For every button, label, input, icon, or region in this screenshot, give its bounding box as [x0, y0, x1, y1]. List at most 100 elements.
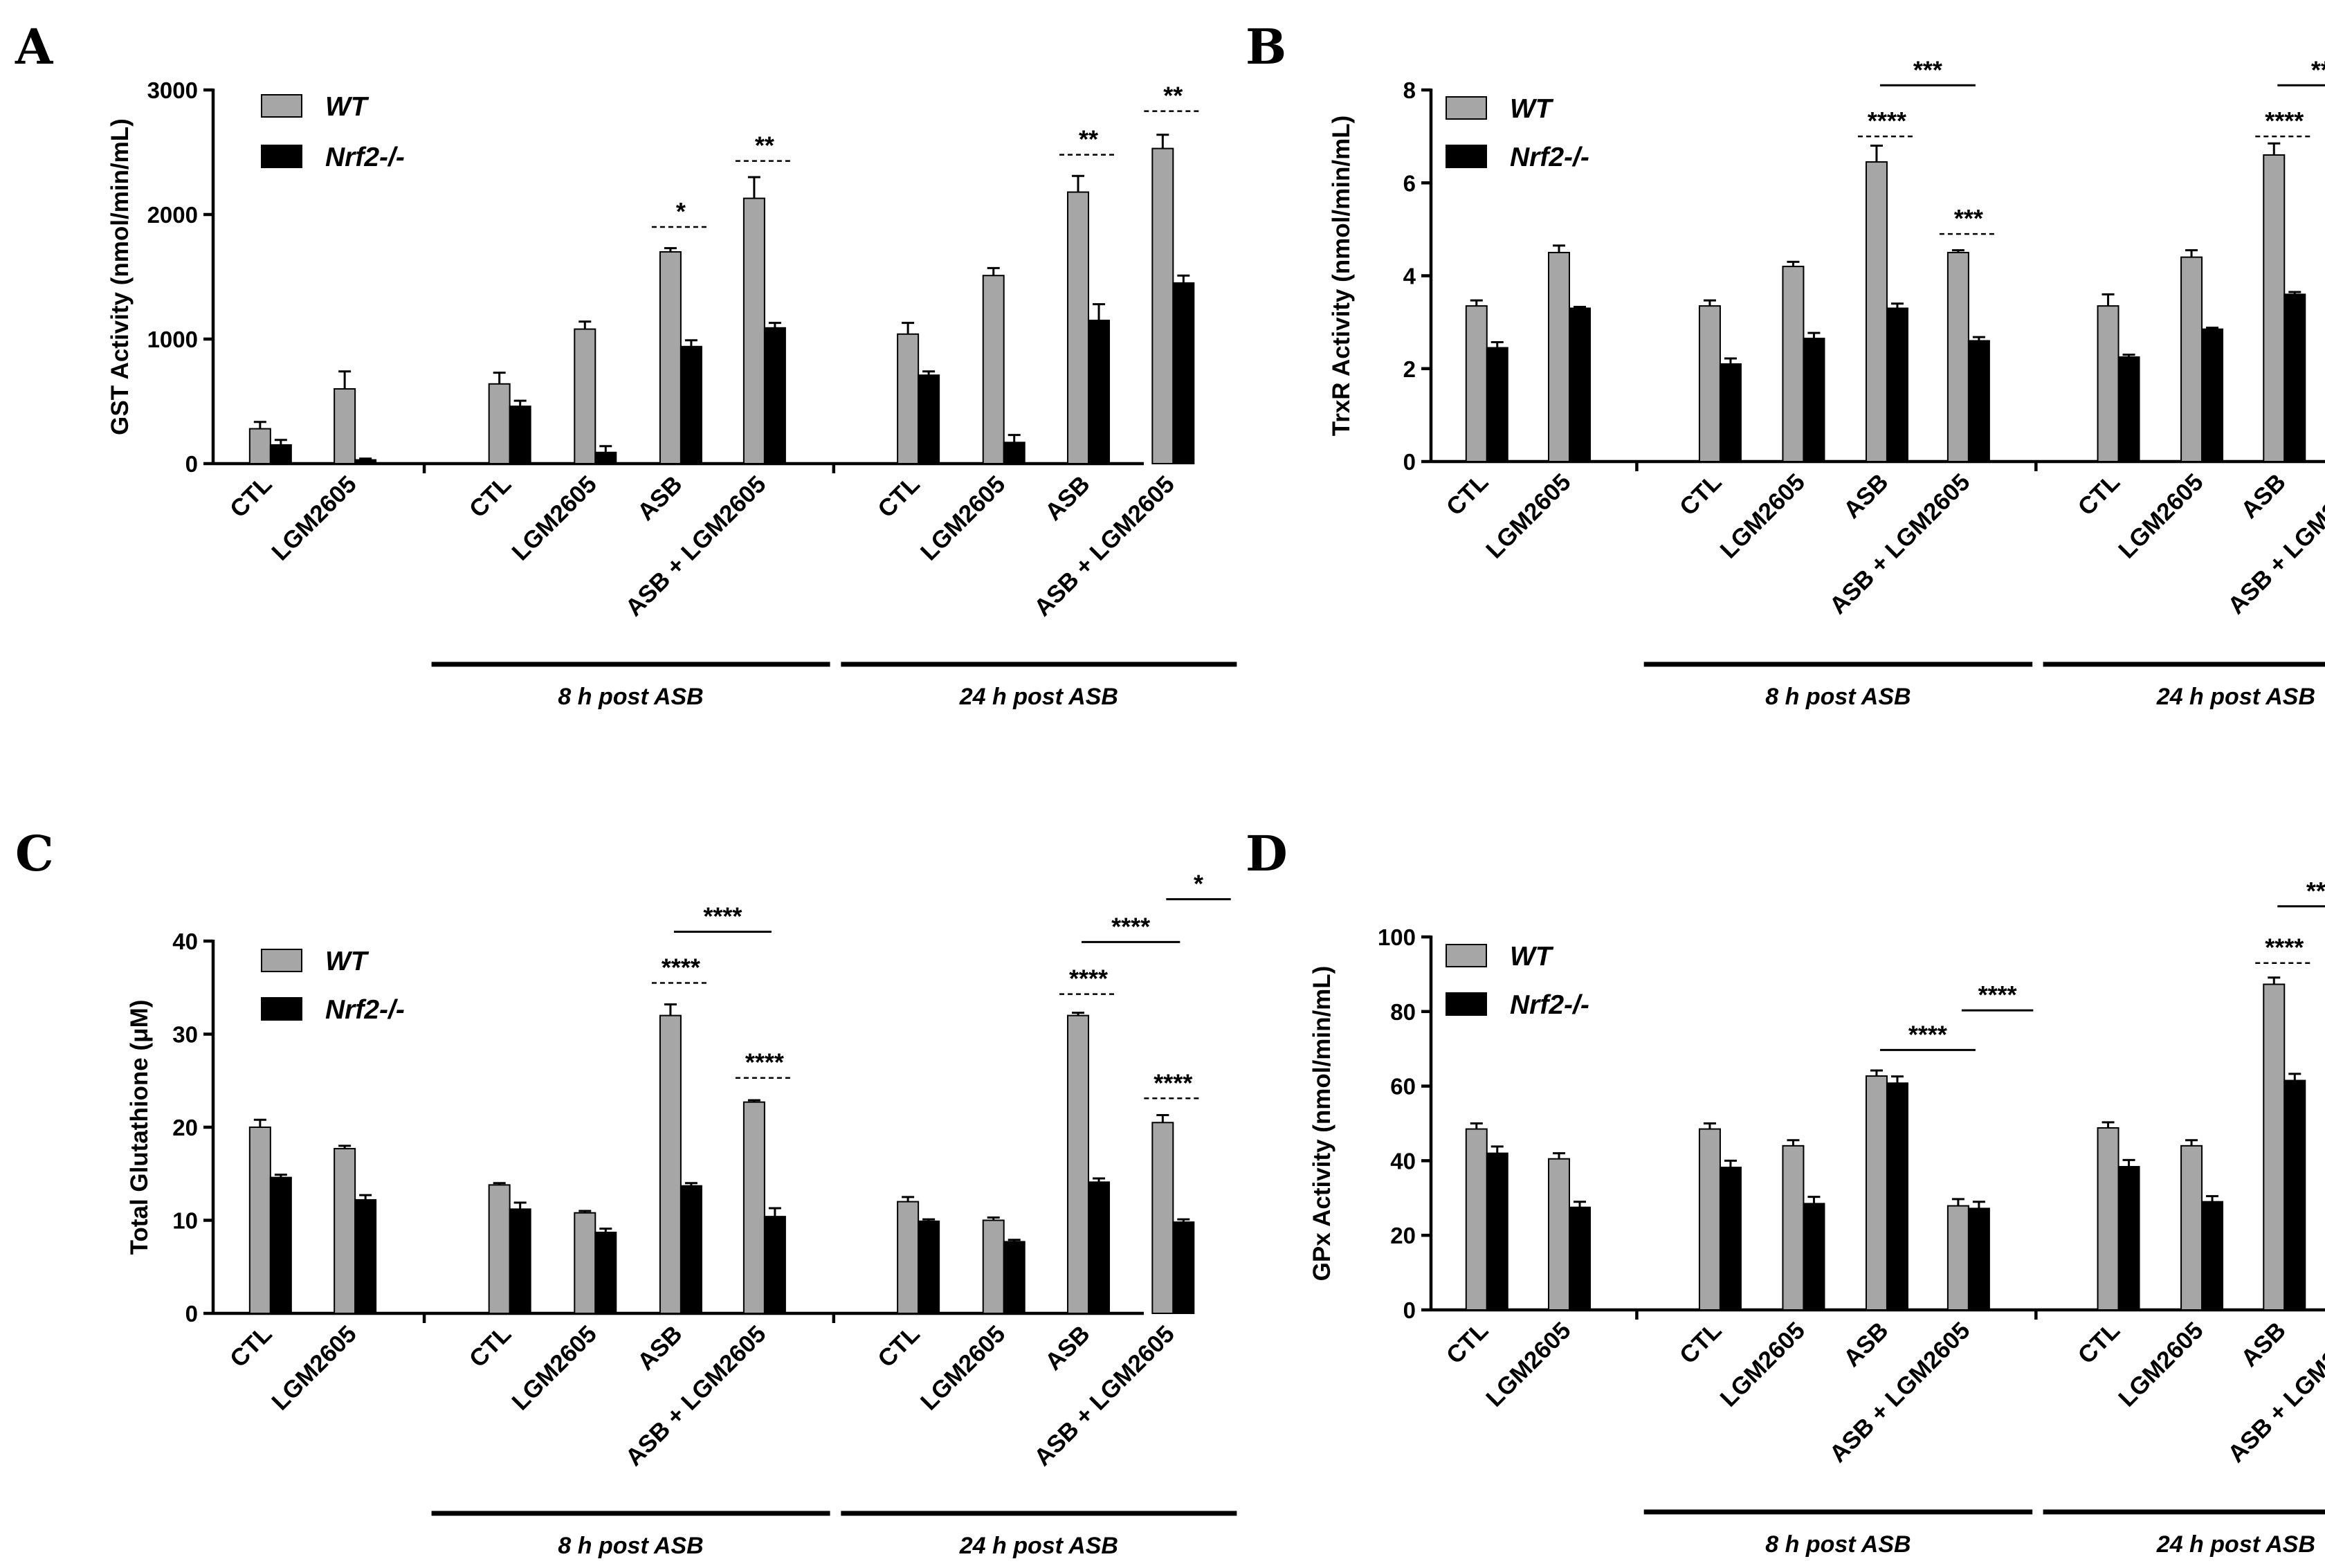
bar-wt [574, 328, 596, 464]
bar-nrf2 [1568, 1206, 1591, 1311]
x-tick-label: CTL [1441, 1317, 1494, 1369]
significance-label: ** [755, 131, 774, 160]
x-tick-label: ASB [1040, 1320, 1095, 1376]
x-tick-label: CTL [873, 471, 925, 523]
y-tick-label: 40 [1390, 1148, 1416, 1174]
x-tick-label: ASB [632, 471, 688, 526]
significance-label: **** [1868, 107, 1906, 135]
significance-label: **** [1908, 1020, 1947, 1048]
legend-swatch-wt [261, 949, 302, 972]
y-tick-label: 100 [1378, 924, 1416, 950]
x-tick-label: ASB + LGM2605 [1824, 1317, 1975, 1468]
y-tick-label: 60 [1390, 1074, 1416, 1100]
x-tick-label: LGM2605 [1481, 468, 1576, 564]
bar-wt [2180, 256, 2203, 462]
bar-wt [1782, 1145, 1805, 1311]
bar-wt [897, 333, 920, 464]
y-tick-label: 0 [185, 451, 198, 477]
bar-nrf2 [1003, 441, 1025, 465]
bar-wt [1151, 1122, 1174, 1315]
group-label: 8 h post ASB [1765, 684, 1911, 710]
x-tick-label: ASB + LGM2605 [620, 471, 771, 621]
group-label: 8 h post ASB [558, 1533, 703, 1559]
significance-label: * [676, 197, 686, 226]
bar-nrf2 [1088, 320, 1111, 464]
bar-nrf2 [2117, 1166, 2140, 1311]
bar-nrf2 [1719, 363, 1742, 462]
bar-wt [1946, 1205, 1969, 1311]
bar-nrf2 [1486, 347, 1508, 463]
panel-letter: A [15, 18, 54, 75]
x-tick-label: LGM2605 [266, 1320, 362, 1416]
y-tick-label: 6 [1403, 170, 1416, 196]
bar-nrf2 [1719, 1167, 1742, 1311]
bar-wt [982, 275, 1005, 464]
x-tick-label: ASB + LGM2605 [620, 1320, 771, 1471]
group-label: 24 h post ASB [959, 684, 1118, 710]
x-tick-label: ASB + LGM2605 [1029, 471, 1180, 621]
bar-wt [659, 1014, 682, 1314]
group-label: 8 h post ASB [1765, 1531, 1911, 1558]
significance-label: **** [2265, 107, 2304, 135]
bar-nrf2 [1886, 1082, 1908, 1311]
y-tick-label: 0 [1403, 449, 1416, 475]
bar-wt [1547, 251, 1570, 462]
bar-nrf2 [2201, 328, 2224, 462]
bar-nrf2 [1003, 1241, 1025, 1315]
x-tick-label: ASB + LGM2605 [1029, 1320, 1180, 1471]
bar-nrf2 [269, 444, 292, 464]
x-tick-label: CTL [225, 471, 277, 523]
significance-label: *** [2311, 55, 2325, 84]
legend-swatch-wt [261, 94, 302, 118]
bar-wt [1151, 147, 1174, 464]
significance-label: ** [1079, 125, 1098, 154]
bar-wt [334, 388, 356, 464]
significance-label: *** [1913, 55, 1942, 84]
bar-nrf2 [1172, 282, 1195, 464]
y-axis-label: GPx Activity (nmol/min/mL) [1309, 966, 1335, 1282]
bar-wt [2180, 1145, 2203, 1311]
legend-label-wt: WT [325, 947, 370, 976]
group-label: 24 h post ASB [2156, 684, 2315, 710]
bar-wt [2263, 154, 2286, 462]
x-tick-label: ASB [1040, 471, 1095, 526]
bar-wt [488, 1184, 511, 1315]
bar-wt [1698, 1128, 1721, 1311]
legend-label-nrf2: Nrf2-/- [325, 143, 405, 172]
panel-d: D GPx Activity (nmol/min/mL) 0 20 40 60 80 100 C… [1246, 825, 2325, 1558]
y-axis-label: TrxR Activity (nmol/min/mL) [1328, 116, 1355, 436]
x-tick-label: ASB [1839, 1317, 1894, 1372]
significance-label: **** [2265, 933, 2304, 962]
x-tick-label: LGM2605 [266, 471, 362, 566]
panel-letter: B [1246, 18, 1286, 75]
x-tick-label: CTL [464, 471, 517, 523]
bar-nrf2 [269, 1176, 292, 1314]
legend-label-wt: WT [1510, 942, 1554, 972]
y-axis-label: Total Glutathione (μM) [126, 1000, 153, 1255]
x-tick-label: ASB [2236, 468, 2291, 524]
bar-wt [1782, 266, 1805, 462]
x-tick-label: CTL [225, 1320, 277, 1373]
bar-wt [1465, 1128, 1488, 1311]
significance-label: **** [1069, 965, 1108, 993]
x-tick-label: LGM2605 [915, 471, 1011, 566]
y-tick-label: 4 [1403, 264, 1416, 289]
significance-label: **** [745, 1048, 784, 1077]
y-tick-label: 3000 [147, 78, 198, 103]
bar-nrf2 [1886, 307, 1908, 462]
legend-label-nrf2: Nrf2-/- [1510, 990, 1589, 1020]
bar-nrf2 [1967, 340, 1990, 462]
legend-label-nrf2: Nrf2-/- [1510, 143, 1589, 172]
bar-nrf2 [1172, 1221, 1195, 1314]
panel-letter: D [1246, 825, 1288, 882]
bar-wt [1547, 1158, 1570, 1311]
bar-wt [742, 197, 765, 464]
x-tick-label: LGM2605 [2113, 468, 2209, 564]
bar-wt [248, 428, 271, 464]
bar-nrf2 [2117, 356, 2140, 462]
bar-nrf2 [1568, 307, 1591, 462]
significance-label: **** [1154, 1068, 1192, 1097]
bar-wt [334, 1147, 356, 1315]
